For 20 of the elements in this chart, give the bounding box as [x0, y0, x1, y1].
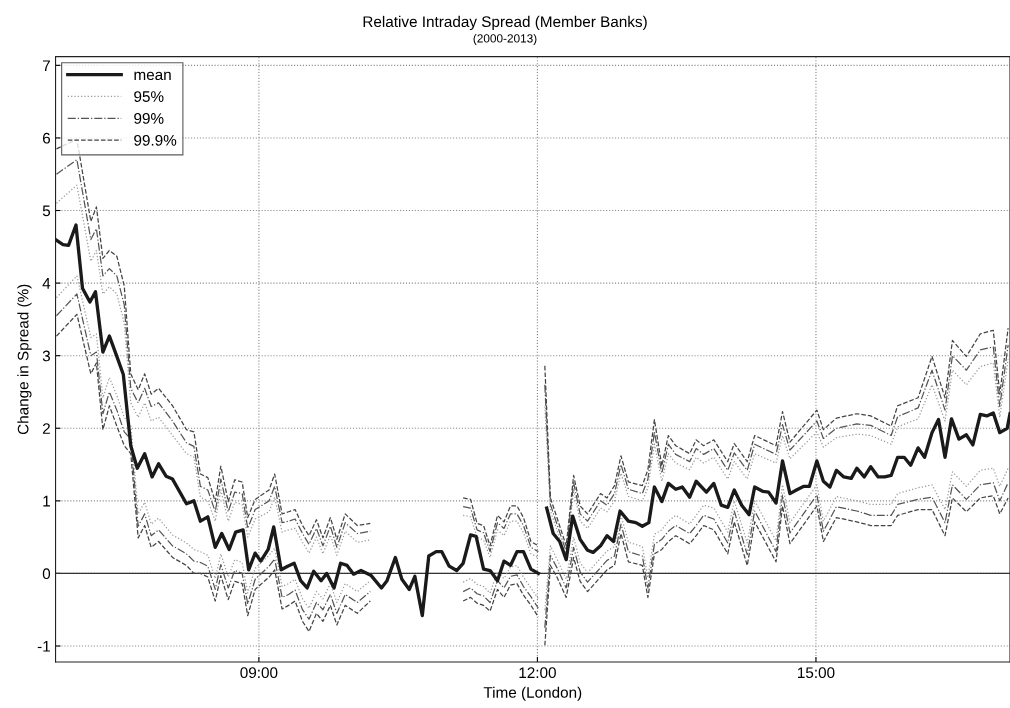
y-tick-label: 1 [43, 495, 50, 507]
x-tick-label: 12:00 [519, 667, 556, 679]
y-tick-label: 6 [42, 132, 51, 144]
y-tick-label: 4 [42, 278, 51, 289]
legend-label: 99% [134, 113, 164, 124]
y-tick-label: 0 [42, 568, 51, 580]
y-tick-label: 2 [42, 423, 50, 434]
chart-subtitle: (2000-2013) [473, 33, 537, 45]
y-tick-label: 5 [42, 205, 51, 217]
legend-label: mean [134, 71, 171, 81]
y-tick-label: -1 [37, 641, 50, 652]
y-tick-label: 7 [42, 60, 50, 71]
x-axis-title: Time (London) [483, 686, 582, 701]
x-tick-label: 15:00 [798, 667, 835, 679]
y-axis-title: Change in Spread (%) [17, 284, 32, 435]
legend-label: 95% [134, 91, 164, 102]
y-tick-label: 3 [42, 350, 51, 362]
legend-label: 99.9% [134, 134, 177, 146]
x-tick-label: 09:00 [240, 667, 278, 679]
chart-title: Relative Intraday Spread (Member Banks) [363, 15, 647, 31]
